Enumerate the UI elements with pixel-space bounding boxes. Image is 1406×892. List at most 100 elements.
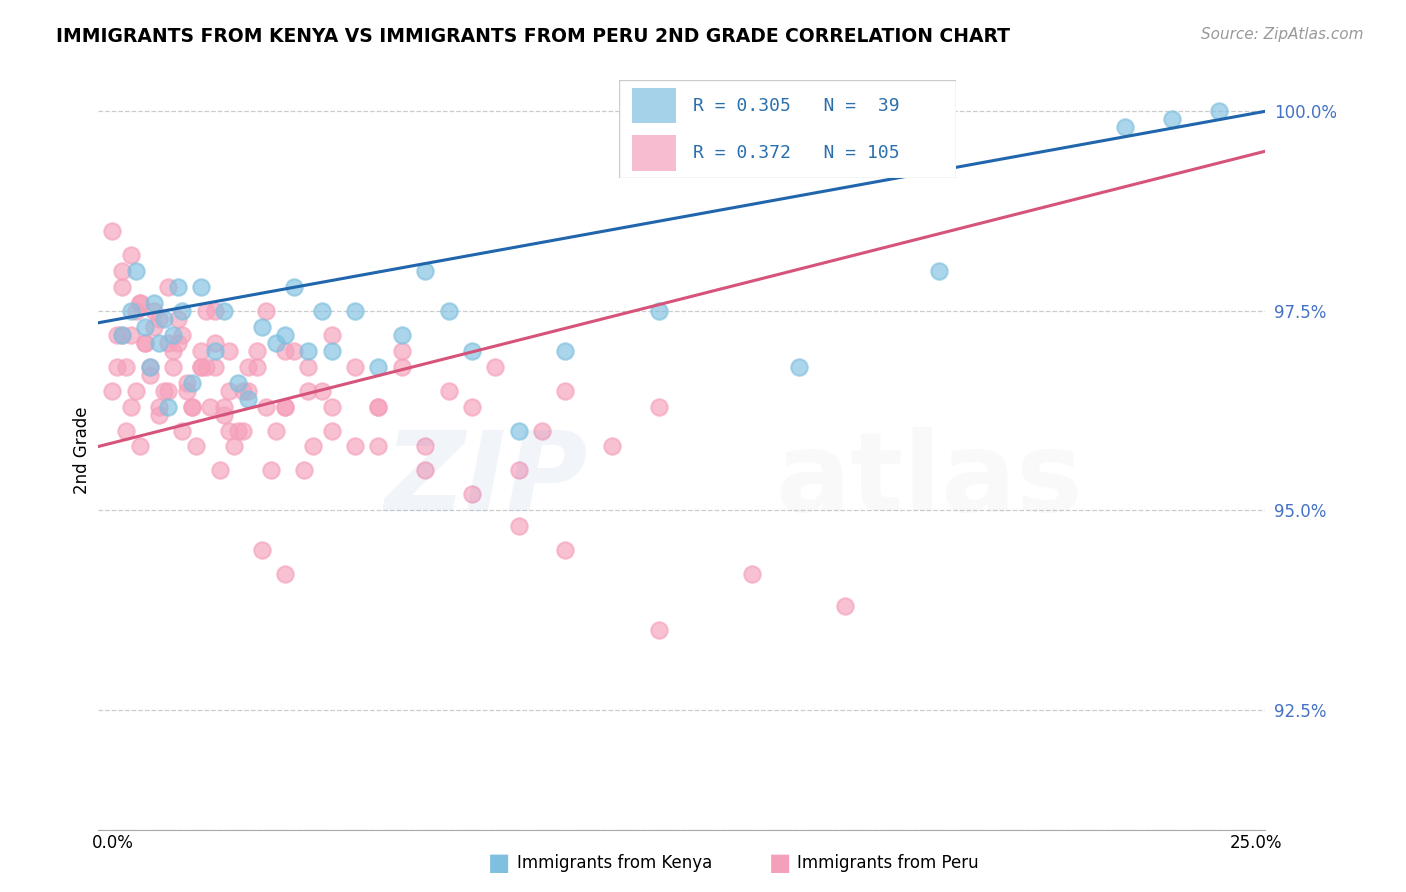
- Point: [157, 280, 180, 294]
- Point: [120, 400, 142, 414]
- Text: ■: ■: [769, 852, 792, 875]
- Point: [367, 400, 389, 414]
- Point: [928, 264, 950, 278]
- Text: IMMIGRANTS FROM KENYA VS IMMIGRANTS FROM PERU 2ND GRADE CORRELATION CHART: IMMIGRANTS FROM KENYA VS IMMIGRANTS FROM…: [56, 27, 1011, 45]
- Point: [120, 248, 142, 262]
- Point: [129, 440, 152, 454]
- Point: [297, 384, 319, 398]
- Point: [647, 623, 669, 637]
- Point: [129, 295, 152, 310]
- Point: [148, 408, 170, 422]
- Point: [228, 424, 250, 438]
- Point: [461, 343, 484, 358]
- Point: [554, 543, 576, 558]
- Point: [292, 463, 315, 477]
- Text: atlas: atlas: [775, 427, 1083, 534]
- Point: [297, 359, 319, 374]
- Point: [274, 567, 297, 582]
- Point: [232, 424, 254, 438]
- Point: [186, 440, 208, 454]
- Point: [120, 303, 142, 318]
- Point: [274, 400, 297, 414]
- Point: [344, 440, 367, 454]
- Point: [190, 280, 212, 294]
- Point: [111, 327, 134, 342]
- Point: [176, 376, 198, 390]
- Point: [204, 335, 226, 350]
- Point: [367, 400, 389, 414]
- Point: [321, 327, 343, 342]
- Point: [264, 335, 287, 350]
- Point: [508, 519, 530, 533]
- Point: [554, 384, 576, 398]
- Point: [204, 343, 226, 358]
- Point: [152, 384, 174, 398]
- Point: [129, 295, 152, 310]
- Point: [190, 359, 212, 374]
- Text: R = 0.372   N = 105: R = 0.372 N = 105: [693, 144, 900, 161]
- Point: [111, 264, 134, 278]
- Point: [115, 424, 138, 438]
- Point: [120, 327, 142, 342]
- Point: [180, 400, 202, 414]
- Point: [461, 487, 484, 501]
- Point: [367, 359, 389, 374]
- Point: [302, 440, 325, 454]
- Point: [508, 463, 530, 477]
- Point: [214, 408, 236, 422]
- Point: [162, 343, 184, 358]
- Point: [391, 359, 413, 374]
- Point: [413, 463, 436, 477]
- Point: [157, 400, 180, 414]
- Point: [143, 303, 166, 318]
- Point: [321, 400, 343, 414]
- Point: [321, 343, 343, 358]
- Point: [250, 319, 273, 334]
- Point: [105, 327, 128, 342]
- Point: [530, 424, 553, 438]
- Point: [105, 359, 128, 374]
- Point: [554, 343, 576, 358]
- Point: [162, 327, 184, 342]
- Point: [228, 376, 250, 390]
- Point: [162, 359, 184, 374]
- Point: [391, 327, 413, 342]
- Point: [176, 384, 198, 398]
- Point: [787, 359, 810, 374]
- Point: [246, 343, 269, 358]
- Point: [413, 440, 436, 454]
- Text: Immigrants from Peru: Immigrants from Peru: [797, 855, 979, 872]
- Text: 25.0%: 25.0%: [1230, 834, 1282, 852]
- Point: [222, 440, 245, 454]
- Point: [311, 384, 333, 398]
- Point: [232, 384, 254, 398]
- Point: [180, 376, 202, 390]
- Point: [297, 343, 319, 358]
- Point: [166, 335, 188, 350]
- Point: [260, 463, 283, 477]
- Point: [134, 335, 156, 350]
- Point: [148, 400, 170, 414]
- Point: [256, 303, 278, 318]
- Point: [139, 368, 162, 382]
- Point: [283, 280, 305, 294]
- Point: [204, 359, 226, 374]
- Point: [250, 543, 273, 558]
- Text: ZIP: ZIP: [385, 427, 589, 534]
- Point: [283, 343, 305, 358]
- Point: [1161, 112, 1184, 127]
- Point: [134, 319, 156, 334]
- Point: [218, 424, 240, 438]
- Text: ■: ■: [488, 852, 510, 875]
- Point: [111, 327, 134, 342]
- Text: Source: ZipAtlas.com: Source: ZipAtlas.com: [1201, 27, 1364, 42]
- Point: [143, 295, 166, 310]
- Y-axis label: 2nd Grade: 2nd Grade: [73, 407, 91, 494]
- Point: [172, 424, 194, 438]
- Point: [264, 424, 287, 438]
- Point: [367, 440, 389, 454]
- Text: 0.0%: 0.0%: [91, 834, 134, 852]
- Point: [111, 280, 134, 294]
- Point: [152, 311, 174, 326]
- Point: [139, 359, 162, 374]
